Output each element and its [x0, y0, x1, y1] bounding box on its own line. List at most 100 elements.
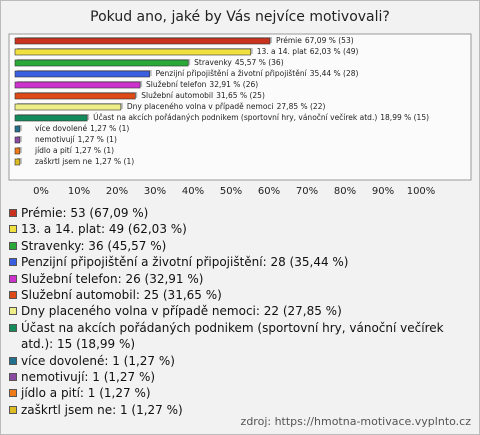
bar [14, 147, 21, 155]
bar-label-category: Penzijní připojištění a životní připojiš… [156, 69, 308, 78]
x-tick-label: 30% [144, 186, 166, 197]
bar-label-category: Služební automobil [141, 91, 213, 100]
x-tick-label: 60% [258, 186, 280, 197]
legend-item: jídlo a pití: 1 (1,27 %) [9, 385, 473, 401]
x-tick-label: 10% [68, 186, 90, 197]
bar-label-category: Účast na akcích pořádaných podnikem (spo… [93, 113, 377, 122]
bar-label: Služební telefon 32,91 % (26) [146, 80, 258, 89]
x-tick-label: 70% [296, 186, 318, 197]
legend-swatch [9, 241, 17, 250]
legend-label: Penzijní připojištění a životní připojiš… [21, 255, 349, 270]
bar-label-category: jídlo a pití [34, 146, 73, 155]
bar-label: Penzijní připojištění a životní připojiš… [156, 69, 359, 78]
bar-label-value: 67,09 % (53) [305, 36, 354, 45]
legend-label: 13. a 14. plat: 49 (62,03 %) [21, 222, 187, 237]
x-tick-label: 80% [334, 186, 356, 197]
legend-label: Účast na akcích pořádaných podnikem (spo… [21, 320, 444, 352]
legend-label: nemotivují: 1 (1,27 %) [21, 370, 156, 385]
legend-item: více dovolené: 1 (1,27 %) [9, 353, 473, 369]
bar [14, 125, 21, 133]
bar-label: Prémie 67,09 % (53) [276, 36, 354, 45]
bar-label-value: 1,27 % (1) [90, 124, 129, 133]
bar-label: více dovolené 1,27 % (1) [35, 124, 129, 133]
legend-label: Služební automobil: 25 (31,65 %) [21, 288, 222, 303]
legend-swatch [9, 323, 17, 332]
legend-swatch [9, 405, 17, 414]
legend-swatch [9, 373, 17, 382]
bar-label-category: Služební telefon [146, 80, 207, 89]
bar-label: Služební automobil 31,65 % (25) [141, 91, 265, 100]
x-tick-label: 40% [182, 186, 204, 197]
legend-swatch [9, 356, 17, 365]
bar-label-category: 13. a 14. plat [257, 47, 307, 56]
bar-label-category: více dovolené [35, 124, 87, 133]
bar [14, 37, 271, 45]
bar [14, 70, 150, 78]
bar [14, 114, 88, 122]
legend-swatch [9, 209, 17, 217]
legend-item: zaškrtl jsem ne: 1 (1,27 %) [9, 402, 473, 418]
x-tick-label: 20% [106, 186, 128, 197]
bar-label: 13. a 14. plat 62,03 % (49) [257, 47, 359, 56]
bar-label-value: 35,44 % (28) [310, 69, 359, 78]
bar [14, 59, 189, 67]
legend-item: Penzijní připojištění a životní připojiš… [9, 254, 473, 270]
legend-swatch [9, 258, 17, 267]
legend-swatch [9, 225, 17, 234]
bar-label: nemotivují 1,27 % (1) [35, 135, 117, 144]
x-tick-label: 50% [220, 186, 242, 197]
bar-label-category: nemotivují [35, 135, 76, 144]
source: zdroj: https://hmotna-motivace.vyplnto.c… [240, 415, 471, 428]
legend-item: Účast na akcích pořádaných podnikem (spo… [9, 320, 473, 353]
x-tick-label: 0% [33, 186, 49, 197]
legend-item: Služební telefon: 26 (32,91 %) [9, 271, 473, 287]
bar-label-category: Dny placeného volna v případě nemoci [127, 102, 274, 111]
bar-label-value: 62,03 % (49) [310, 47, 359, 56]
bar-label-category: Stravenky [194, 58, 232, 67]
bar-label-category: Prémie [276, 36, 302, 45]
bar [14, 92, 136, 100]
bar-label-value: 18,99 % (15) [380, 113, 429, 122]
bar-label-value: 1,27 % (1) [78, 135, 117, 144]
chart: Pokud ano, jaké by Vás nejvíce motivoval… [8, 9, 472, 197]
legend-label: více dovolené: 1 (1,27 %) [21, 353, 175, 368]
legend-label: Prémie: 53 (67,09 %) [21, 206, 149, 220]
bar-label-category: zaškrtl jsem ne [35, 157, 92, 166]
bar-label-value: 27,85 % (22) [277, 102, 326, 111]
bar-label-value: 45,57 % (36) [235, 58, 284, 67]
bar [14, 81, 141, 89]
legend-label: jídlo a pití: 1 (1,27 %) [21, 386, 151, 401]
legend-swatch [9, 274, 17, 283]
legend-label: zaškrtl jsem ne: 1 (1,27 %) [21, 402, 183, 417]
x-tick-label: 90% [372, 186, 394, 197]
bar-label-value: 1,27 % (1) [95, 157, 134, 166]
x-tick-label: 100% [407, 186, 436, 197]
bar [14, 136, 21, 144]
legend-label: Stravenky: 36 (45,57 %) [21, 238, 167, 253]
legend-label: Služební telefon: 26 (32,91 %) [21, 271, 204, 286]
legend-item: Stravenky: 36 (45,57 %) [9, 238, 473, 254]
bar-label: jídlo a pití 1,27 % (1) [34, 146, 114, 155]
bar-label: Stravenky 45,57 % (36) [194, 58, 284, 67]
chart-title: Pokud ano, jaké by Vás nejvíce motivoval… [90, 9, 390, 25]
legend-item: Prémie: 53 (67,09 %) [9, 205, 473, 221]
legend-item: nemotivují: 1 (1,27 %) [9, 369, 473, 385]
bar [14, 48, 252, 56]
legend-item: 13. a 14. plat: 49 (62,03 %) [9, 221, 473, 237]
legend-swatch [9, 389, 17, 398]
bar-label-value: 1,27 % (1) [75, 146, 114, 155]
legend: Prémie: 53 (67,09 %) 13. a 14. plat: 49 (… [9, 205, 473, 418]
bar-label: zaškrtl jsem ne 1,27 % (1) [35, 157, 134, 166]
legend-item: Služební automobil: 25 (31,65 %) [9, 287, 473, 303]
bar-label-value: 31,65 % (25) [216, 91, 265, 100]
legend-swatch [9, 307, 17, 316]
legend-item: Dny placeného volna v případě nemoci: 22… [9, 303, 473, 319]
legend-label: Dny placeného volna v případě nemoci: 22… [21, 304, 342, 319]
bar-label: Účast na akcích pořádaných podnikem (spo… [93, 113, 429, 122]
legend-swatch [9, 291, 17, 300]
bar [14, 103, 122, 111]
bar [14, 158, 21, 166]
bar-label: Dny placeného volna v případě nemoci 27,8… [127, 102, 326, 111]
bar-label-value: 32,91 % (26) [209, 80, 258, 89]
